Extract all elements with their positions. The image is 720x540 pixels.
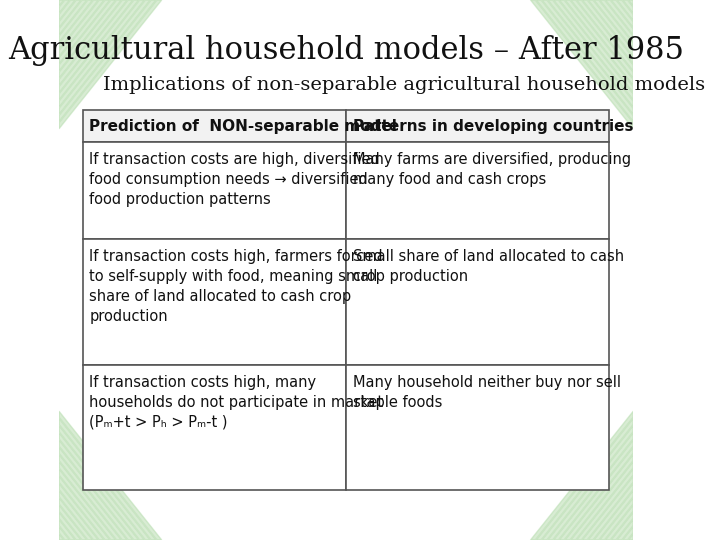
Polygon shape	[623, 0, 634, 13]
Polygon shape	[611, 512, 634, 540]
Polygon shape	[582, 476, 634, 540]
Polygon shape	[588, 0, 634, 57]
Polygon shape	[617, 519, 634, 540]
Polygon shape	[59, 0, 76, 21]
Polygon shape	[542, 0, 634, 114]
Polygon shape	[594, 491, 634, 540]
Polygon shape	[565, 455, 634, 540]
Polygon shape	[59, 519, 76, 540]
Polygon shape	[59, 440, 139, 540]
Polygon shape	[59, 0, 139, 100]
Polygon shape	[59, 527, 70, 540]
Polygon shape	[554, 0, 634, 100]
Bar	[346, 364, 609, 490]
Polygon shape	[59, 498, 93, 540]
Polygon shape	[548, 433, 634, 540]
Polygon shape	[559, 447, 634, 540]
Text: Agricultural household models – After 1985: Agricultural household models – After 19…	[8, 35, 684, 65]
Polygon shape	[606, 0, 634, 35]
Polygon shape	[59, 0, 99, 49]
Polygon shape	[59, 0, 104, 57]
Text: If transaction costs high, many
households do not participate in market
(Pₘ+t > : If transaction costs high, many househol…	[89, 375, 384, 429]
Polygon shape	[542, 426, 634, 540]
Polygon shape	[59, 426, 150, 540]
Polygon shape	[611, 0, 634, 28]
Polygon shape	[59, 0, 156, 122]
Bar	[346, 142, 609, 239]
Polygon shape	[59, 455, 127, 540]
Text: Implications of non-separable agricultural household models: Implications of non-separable agricultur…	[103, 76, 705, 94]
Polygon shape	[59, 0, 145, 107]
Polygon shape	[59, 0, 122, 78]
Polygon shape	[59, 0, 110, 64]
Bar	[346, 239, 609, 364]
Polygon shape	[536, 418, 634, 540]
Text: If transaction costs high, farmers forced
to self-supply with food, meaning smal: If transaction costs high, farmers force…	[89, 249, 383, 324]
Polygon shape	[59, 0, 70, 13]
Text: Prediction of  NON-separable model: Prediction of NON-separable model	[89, 118, 397, 133]
Polygon shape	[59, 462, 122, 540]
Polygon shape	[59, 0, 127, 85]
Polygon shape	[623, 527, 634, 540]
Polygon shape	[59, 0, 81, 28]
Polygon shape	[59, 411, 162, 540]
Polygon shape	[59, 0, 64, 6]
Polygon shape	[571, 462, 634, 540]
Polygon shape	[59, 0, 150, 114]
Text: If transaction costs are high, diversified
food consumption needs → diversified
: If transaction costs are high, diversifi…	[89, 152, 380, 207]
Polygon shape	[600, 498, 634, 540]
Polygon shape	[531, 0, 634, 129]
Polygon shape	[554, 440, 634, 540]
Polygon shape	[59, 505, 87, 540]
Polygon shape	[59, 512, 81, 540]
Polygon shape	[59, 433, 145, 540]
Polygon shape	[629, 0, 634, 6]
Polygon shape	[59, 476, 110, 540]
Polygon shape	[582, 0, 634, 64]
Polygon shape	[59, 0, 162, 129]
Polygon shape	[565, 0, 634, 85]
Polygon shape	[536, 0, 634, 122]
Text: Patterns in developing countries: Patterns in developing countries	[353, 118, 633, 133]
Polygon shape	[606, 505, 634, 540]
Text: Many household neither buy nor sell
staple foods: Many household neither buy nor sell stap…	[353, 375, 621, 409]
Polygon shape	[59, 534, 64, 540]
Polygon shape	[59, 418, 156, 540]
Polygon shape	[531, 411, 634, 540]
Polygon shape	[594, 0, 634, 49]
Polygon shape	[59, 483, 104, 540]
Bar	[83, 364, 346, 490]
Polygon shape	[617, 0, 634, 21]
Polygon shape	[588, 483, 634, 540]
Text: Small share of land allocated to cash
crop production: Small share of land allocated to cash cr…	[353, 249, 624, 284]
Polygon shape	[571, 0, 634, 78]
Bar	[83, 142, 346, 239]
Polygon shape	[59, 469, 116, 540]
Text: Many farms are diversified, producing
many food and cash crops: Many farms are diversified, producing ma…	[353, 152, 631, 187]
Polygon shape	[548, 0, 634, 107]
Polygon shape	[59, 0, 116, 71]
Polygon shape	[59, 0, 87, 35]
Polygon shape	[629, 534, 634, 540]
Polygon shape	[577, 469, 634, 540]
Bar	[346, 110, 609, 142]
Polygon shape	[59, 0, 93, 42]
Polygon shape	[59, 491, 99, 540]
Bar	[83, 110, 346, 142]
Bar	[83, 239, 346, 364]
Polygon shape	[577, 0, 634, 71]
Polygon shape	[59, 0, 133, 93]
Polygon shape	[59, 447, 133, 540]
Polygon shape	[559, 0, 634, 93]
Polygon shape	[600, 0, 634, 42]
